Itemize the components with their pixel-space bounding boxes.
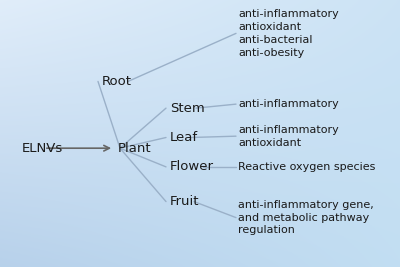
Text: Leaf: Leaf [170,131,198,144]
Text: ELNVs: ELNVs [22,142,63,155]
Text: anti-inflammatory
antioxidant: anti-inflammatory antioxidant [238,125,339,148]
Text: Flower: Flower [170,160,214,173]
Text: anti-inflammatory: anti-inflammatory [238,99,339,109]
Text: Reactive oxygen species: Reactive oxygen species [238,162,375,172]
Text: Plant: Plant [118,142,152,155]
Text: anti-inflammatory
antioxidant
anti-bacterial
anti-obesity: anti-inflammatory antioxidant anti-bacte… [238,9,339,58]
Text: Fruit: Fruit [170,195,200,208]
Text: Root: Root [102,75,132,88]
Text: anti-inflammatory gene,
and metabolic pathway
regulation: anti-inflammatory gene, and metabolic pa… [238,200,374,235]
Text: Stem: Stem [170,102,205,115]
